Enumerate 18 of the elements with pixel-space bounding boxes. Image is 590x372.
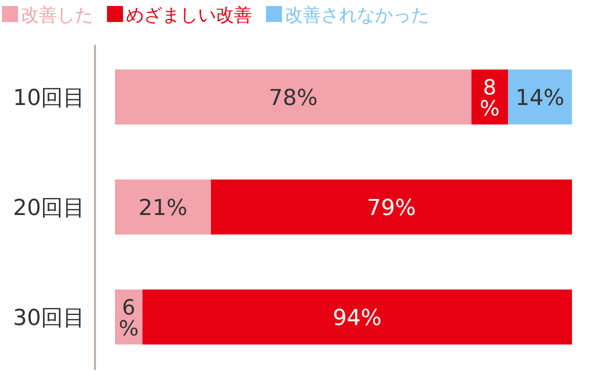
data-label: 14% (516, 86, 564, 111)
legend-label: めざましい改善 (126, 5, 252, 26)
bar (142, 290, 572, 344)
legend-label: 改善した (21, 5, 93, 26)
data-label: 78% (268, 86, 318, 111)
data-label: 8 % (480, 76, 500, 120)
y-tick-label: 30回目 (13, 306, 85, 331)
bar (115, 70, 472, 124)
bar (508, 70, 572, 124)
data-label: 6 % (118, 296, 139, 340)
data-label: 21% (138, 196, 188, 221)
bar (115, 180, 211, 234)
legend-label: 改善されなかった (285, 5, 429, 26)
data-label: 94% (332, 306, 382, 331)
data-label: 79% (367, 196, 416, 221)
y-tick-label: 10回目 (13, 86, 85, 111)
y-tick-label: 20回目 (13, 196, 85, 221)
bar (210, 180, 572, 234)
